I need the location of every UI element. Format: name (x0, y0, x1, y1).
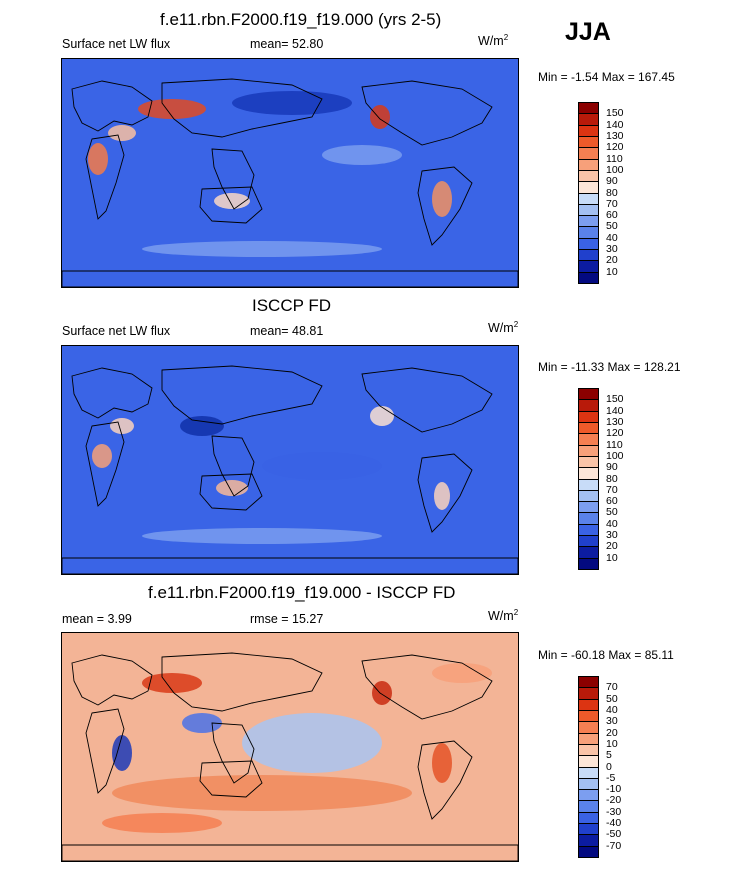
colorbar-tick-label: 30 (606, 243, 618, 256)
colorbar-tick-label: 50 (606, 692, 618, 705)
colorbar-tick-label: 150 (606, 393, 624, 406)
colorbar-tick-label: 90 (606, 175, 618, 188)
panel1-units: W/m2 (478, 33, 509, 49)
colorbar-tick-label: 70 (606, 483, 618, 496)
map-field (62, 652, 518, 861)
colorbar-tick-label: -5 (606, 771, 616, 784)
colorbar-tick-label: 110 (606, 152, 623, 165)
panel1-mean: mean= 52.80 (250, 37, 324, 51)
colorbar-tick-label: 10 (606, 551, 618, 564)
colorbar-tick-label: 20 (606, 254, 618, 267)
panel2-minmax: Min = -11.33 Max = 128.21 (538, 360, 681, 374)
colorbar-tick-label: -10 (606, 783, 622, 796)
panel1-map (61, 58, 519, 288)
map-field (62, 365, 518, 574)
colorbar-tick-label: 130 (606, 415, 624, 428)
panel3-minmax: Min = -60.18 Max = 85.11 (538, 648, 674, 662)
colorbar-tick-label: 100 (606, 449, 624, 462)
panel1-colorbar: 150 140 130 120 110 100 90 80 70 60 50 40 30 20 10 (578, 102, 638, 284)
colorbar-tick-label: 50 (606, 220, 618, 233)
panel3-units: W/m2 (488, 608, 519, 624)
colorbar-tick-label: 30 (606, 529, 618, 542)
panel2-units: W/m2 (488, 320, 519, 336)
map-field (62, 78, 518, 287)
colorbar-tick-label: -30 (606, 805, 622, 818)
colorbar-tick-label: 40 (606, 703, 618, 716)
colorbar-tick-label: 110 (606, 438, 623, 451)
colorbar-tick-label: 30 (606, 715, 618, 728)
colorbar-tick-label: 100 (606, 163, 624, 176)
colorbar-tick-label: 5 (606, 749, 612, 762)
panel3-title: f.e11.rbn.F2000.f19_f19.000 - ISCCP FD (148, 583, 456, 602)
colorbar-tick-label: -20 (606, 794, 622, 807)
colorbar-tick-label: 80 (606, 472, 618, 485)
panel2-title: ISCCP FD (252, 296, 332, 315)
colorbar-tick-label: 70 (606, 681, 618, 694)
colorbar-tick-label: -40 (606, 817, 622, 830)
panel2-left-label: Surface net LW flux (62, 324, 171, 338)
colorbar-tick-label: 50 (606, 506, 618, 519)
colorbar-tick-label: 120 (606, 141, 624, 154)
panel2-map (61, 345, 519, 575)
colorbar-tick-label: 10 (606, 737, 618, 750)
colorbar-swatch (578, 271, 599, 284)
colorbar-tick-label: 0 (606, 760, 612, 773)
colorbar-tick-label: 60 (606, 495, 618, 508)
panel3-mean: mean = 3.99 (62, 612, 132, 626)
colorbar-tick-label: -70 (606, 839, 622, 852)
colorbar-tick-label: 70 (606, 197, 618, 210)
colorbar-tick-label: 120 (606, 427, 624, 440)
panel3-colorbar: 70 50 40 30 20 10 5 0 -5 -10 -20 -30 -40 -50 -70 (578, 676, 638, 858)
colorbar-tick-label: 150 (606, 107, 624, 120)
colorbar-swatch (578, 845, 599, 858)
colorbar-tick-label: 80 (606, 186, 618, 199)
colorbar-tick-label: -50 (606, 828, 622, 841)
panel1-title: f.e11.rbn.F2000.f19_f19.000 (yrs 2-5) (160, 10, 442, 29)
colorbar-tick-label: 140 (606, 404, 624, 417)
panel3-rmse: rmse = 15.27 (250, 612, 324, 626)
panel1-minmax: Min = -1.54 Max = 167.45 (538, 70, 675, 84)
colorbar-swatch (578, 557, 599, 570)
colorbar-tick-label: 140 (606, 118, 624, 131)
colorbar-tick-label: 90 (606, 461, 618, 474)
colorbar-tick-label: 130 (606, 129, 624, 142)
colorbar-tick-label: 40 (606, 231, 618, 244)
season-label: JJA (565, 18, 611, 46)
colorbar-tick-label: 20 (606, 540, 618, 553)
colorbar-tick-label: 10 (606, 265, 618, 278)
colorbar-tick-label: 60 (606, 209, 618, 222)
panel3-map (61, 632, 519, 862)
panel2-colorbar: 150 140 130 120 110 100 90 80 70 60 50 40 30 20 10 (578, 388, 638, 570)
panel2-mean: mean= 48.81 (250, 324, 324, 338)
panel1-left-label: Surface net LW flux (62, 37, 171, 51)
colorbar-tick-label: 40 (606, 517, 618, 530)
colorbar-tick-label: 20 (606, 726, 618, 739)
